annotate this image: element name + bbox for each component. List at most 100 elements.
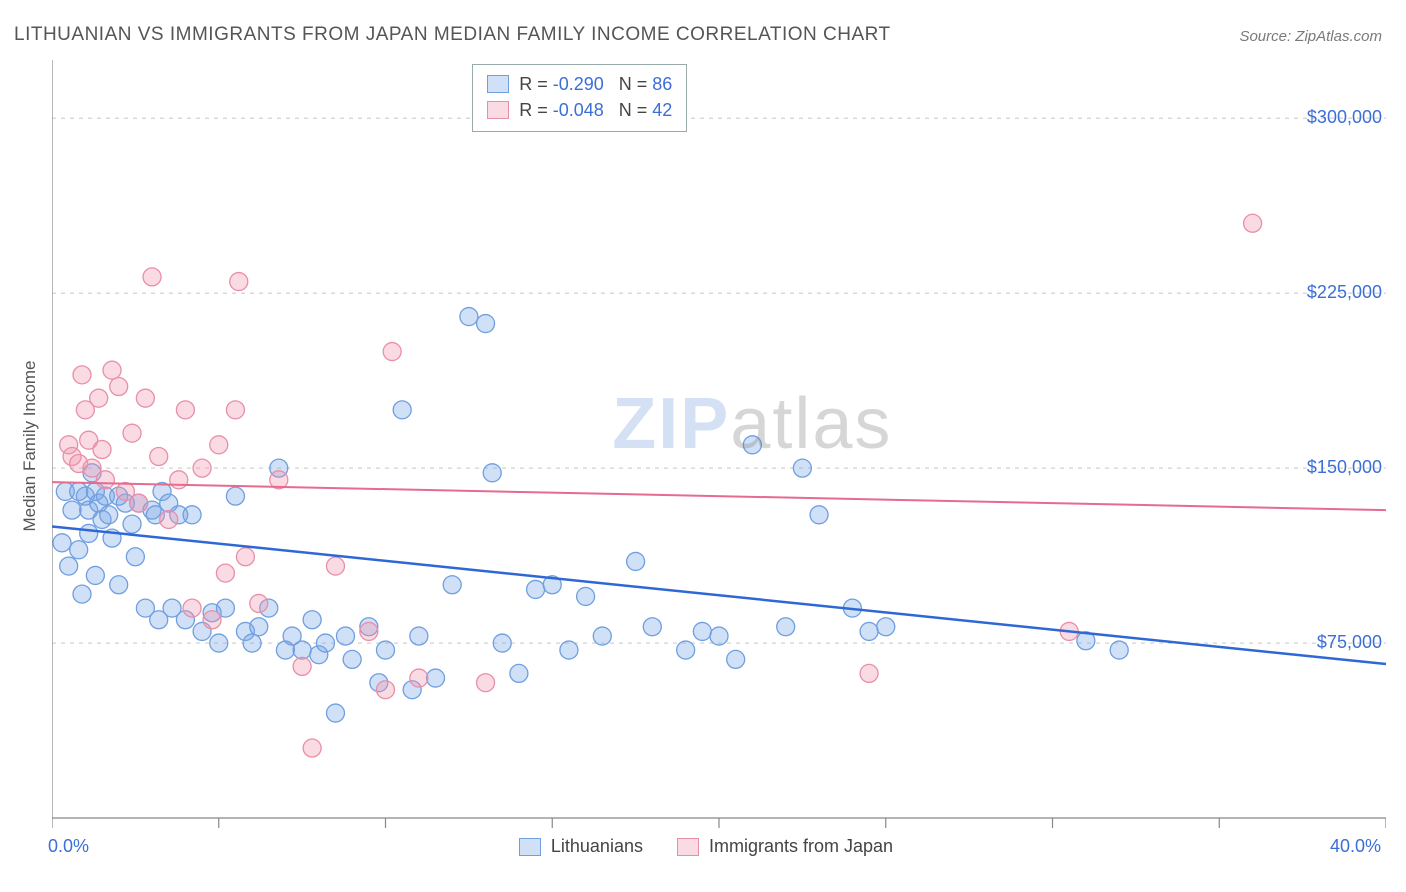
scatter-point — [293, 641, 311, 659]
y-axis-label: Median Family Income — [20, 360, 40, 531]
scatter-point — [183, 599, 201, 617]
scatter-point — [483, 464, 501, 482]
scatter-point — [383, 343, 401, 361]
scatter-point — [343, 650, 361, 668]
x-axis-min: 0.0% — [48, 836, 89, 857]
scatter-point — [150, 447, 168, 465]
scatter-point — [443, 576, 461, 594]
scatter-point — [250, 594, 268, 612]
scatter-point — [410, 627, 428, 645]
y-tick-label: $300,000 — [1307, 107, 1382, 128]
legend-swatch — [677, 838, 699, 856]
scatter-point — [326, 704, 344, 722]
scatter-point — [316, 634, 334, 652]
scatter-point — [70, 541, 88, 559]
stats-row: R = -0.048 N = 42 — [487, 97, 672, 123]
scatter-point — [293, 657, 311, 675]
legend-swatch — [519, 838, 541, 856]
scatter-point — [176, 401, 194, 419]
scatter-point — [73, 366, 91, 384]
scatter-point — [643, 618, 661, 636]
scatter-point — [60, 557, 78, 575]
legend-item: Immigrants from Japan — [677, 836, 893, 857]
scatter-point — [110, 576, 128, 594]
scatter-point — [143, 268, 161, 286]
scatter-point — [160, 510, 178, 528]
chart-title: LITHUANIAN VS IMMIGRANTS FROM JAPAN MEDI… — [14, 24, 891, 46]
scatter-point — [577, 587, 595, 605]
scatter-point — [193, 459, 211, 477]
scatter-point — [793, 459, 811, 477]
scatter-point — [123, 515, 141, 533]
scatter-point — [73, 585, 91, 603]
scatter-point — [216, 564, 234, 582]
scatter-point — [360, 622, 378, 640]
scatter-point — [677, 641, 695, 659]
scatter-point — [136, 389, 154, 407]
correlation-chart: LITHUANIAN VS IMMIGRANTS FROM JAPAN MEDI… — [0, 0, 1406, 892]
scatter-point — [53, 534, 71, 552]
scatter-point — [123, 424, 141, 442]
scatter-point — [326, 557, 344, 575]
scatter-point — [810, 506, 828, 524]
scatter-point — [250, 618, 268, 636]
scatter-point — [527, 580, 545, 598]
scatter-point — [860, 664, 878, 682]
scatter-point — [477, 674, 495, 692]
scatter-point — [877, 618, 895, 636]
scatter-point — [693, 622, 711, 640]
scatter-point — [90, 389, 108, 407]
scatter-point — [593, 627, 611, 645]
scatter-point — [226, 401, 244, 419]
y-tick-label: $225,000 — [1307, 282, 1382, 303]
scatter-point — [86, 566, 104, 584]
scatter-point — [103, 361, 121, 379]
y-tick-label: $150,000 — [1307, 457, 1382, 478]
scatter-point — [510, 664, 528, 682]
scatter-point — [627, 552, 645, 570]
scatter-point — [63, 501, 81, 519]
scatter-point — [777, 618, 795, 636]
stats-text: R = -0.290 N = 86 — [519, 71, 672, 97]
scatter-point — [336, 627, 354, 645]
stats-box: R = -0.290 N = 86R = -0.048 N = 42 — [472, 64, 687, 132]
legend-label: Lithuanians — [551, 836, 643, 857]
scatter-point — [100, 506, 118, 524]
scatter-point — [860, 622, 878, 640]
scatter-point — [236, 548, 254, 566]
scatter-point — [110, 378, 128, 396]
scatter-point — [303, 611, 321, 629]
scatter-point — [96, 471, 114, 489]
scatter-point — [210, 634, 228, 652]
scatter-point — [80, 524, 98, 542]
scatter-point — [210, 436, 228, 454]
series-swatch — [487, 101, 509, 119]
scatter-point — [1244, 214, 1262, 232]
scatter-point — [377, 641, 395, 659]
legend-label: Immigrants from Japan — [709, 836, 893, 857]
scatter-point — [230, 273, 248, 291]
scatter-point — [183, 506, 201, 524]
scatter-point — [170, 471, 188, 489]
scatter-point — [130, 494, 148, 512]
scatter-point — [303, 739, 321, 757]
scatter-point — [460, 308, 478, 326]
scatter-point — [93, 440, 111, 458]
stats-text: R = -0.048 N = 42 — [519, 97, 672, 123]
series-swatch — [487, 75, 509, 93]
scatter-point — [393, 401, 411, 419]
scatter-point — [560, 641, 578, 659]
scatter-point — [743, 436, 761, 454]
scatter-point — [377, 681, 395, 699]
legend-item: Lithuanians — [519, 836, 643, 857]
scatter-point — [203, 611, 221, 629]
legend: Lithuanians Immigrants from Japan — [519, 836, 893, 857]
stats-row: R = -0.290 N = 86 — [487, 71, 672, 97]
plot-area — [52, 60, 1386, 830]
x-axis-max: 40.0% — [1330, 836, 1381, 857]
scatter-point — [126, 548, 144, 566]
trend-line — [52, 482, 1386, 510]
y-tick-label: $75,000 — [1317, 632, 1382, 653]
scatter-point — [427, 669, 445, 687]
scatter-point — [493, 634, 511, 652]
